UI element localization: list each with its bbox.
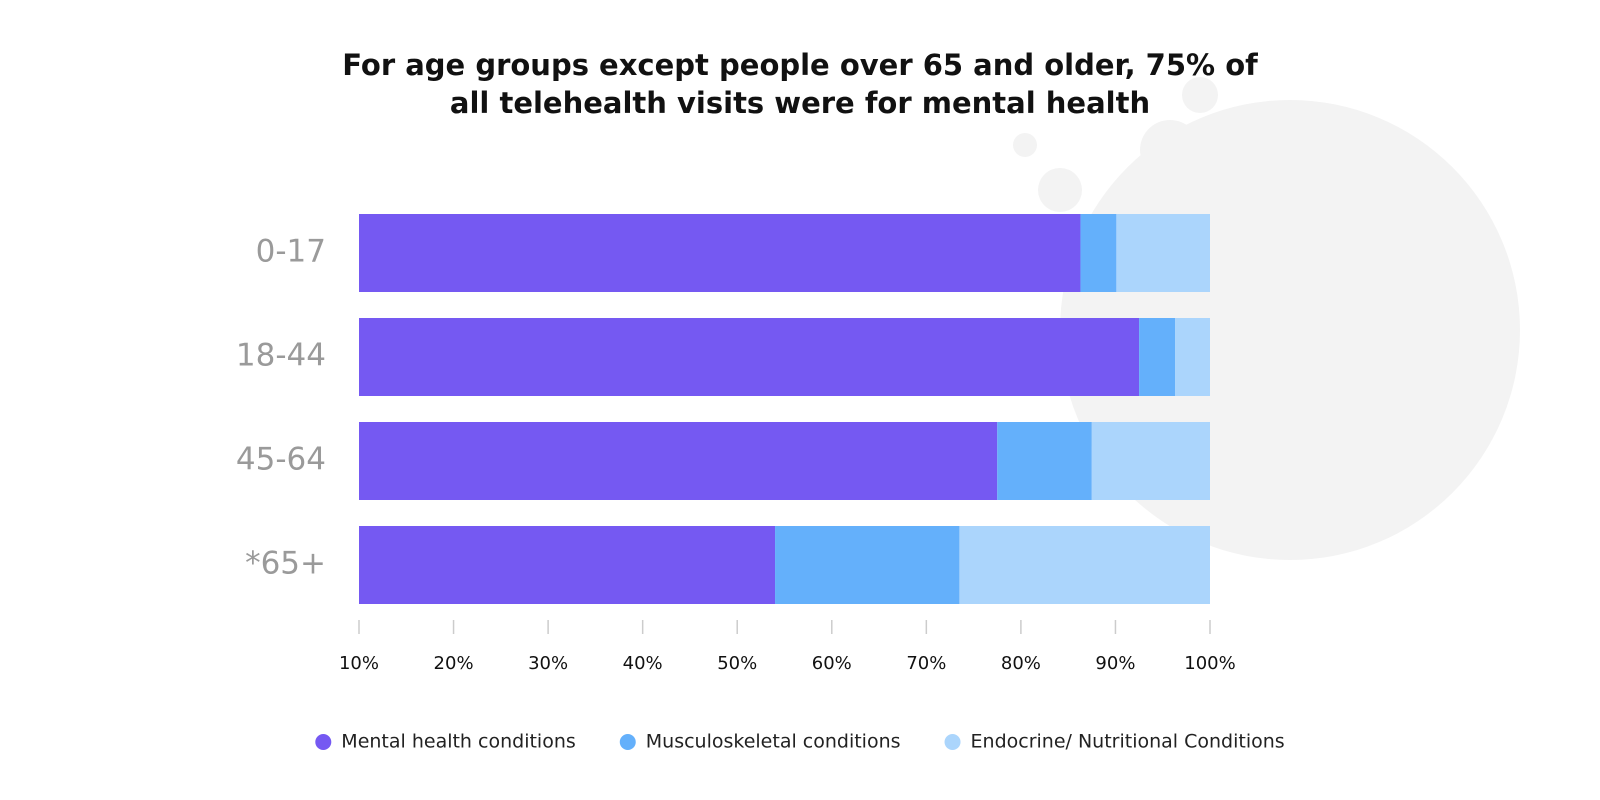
- bar-segment: [359, 422, 998, 500]
- x-tick-label: 40%: [623, 653, 663, 674]
- bar-segment: [1175, 318, 1210, 396]
- y-tick-label: 0-17: [256, 234, 326, 270]
- legend-marker: [619, 734, 636, 750]
- chart-title: For age groups except people over 65 and…: [342, 48, 1258, 82]
- y-tick-label: *65+: [245, 546, 326, 582]
- bar-segment: [1091, 422, 1210, 500]
- bar-segment: [1080, 214, 1117, 292]
- x-tick-label: 80%: [1001, 653, 1041, 674]
- bar-segment: [1116, 214, 1210, 292]
- x-tick-label: 100%: [1184, 653, 1235, 674]
- bar-segment: [997, 422, 1092, 500]
- x-tick-label: 50%: [717, 653, 757, 674]
- bar-segment: [1139, 318, 1176, 396]
- x-tick-label: 70%: [906, 653, 946, 674]
- y-tick-label: 45-64: [236, 442, 326, 478]
- bar-segment: [775, 526, 960, 604]
- bar-segment: [359, 214, 1081, 292]
- bar-segment: [959, 526, 1210, 604]
- legend-marker: [944, 734, 961, 750]
- y-tick-label: 18-44: [236, 338, 326, 374]
- x-tick-label: 30%: [528, 653, 568, 674]
- x-tick-label: 90%: [1095, 653, 1135, 674]
- chart-title: all telehealth visits were for mental he…: [450, 86, 1150, 120]
- legend-label: Mental health conditions: [341, 731, 575, 753]
- x-tick-label: 10%: [339, 653, 379, 674]
- bar-segment: [359, 318, 1140, 396]
- x-tick-label: 20%: [434, 653, 474, 674]
- legend-label: Musculoskeletal conditions: [646, 731, 901, 753]
- legend-marker: [315, 734, 332, 750]
- legend-label: Endocrine/ Nutritional Conditions: [971, 731, 1285, 753]
- x-tick-label: 60%: [812, 653, 852, 674]
- bar-segment: [359, 526, 776, 604]
